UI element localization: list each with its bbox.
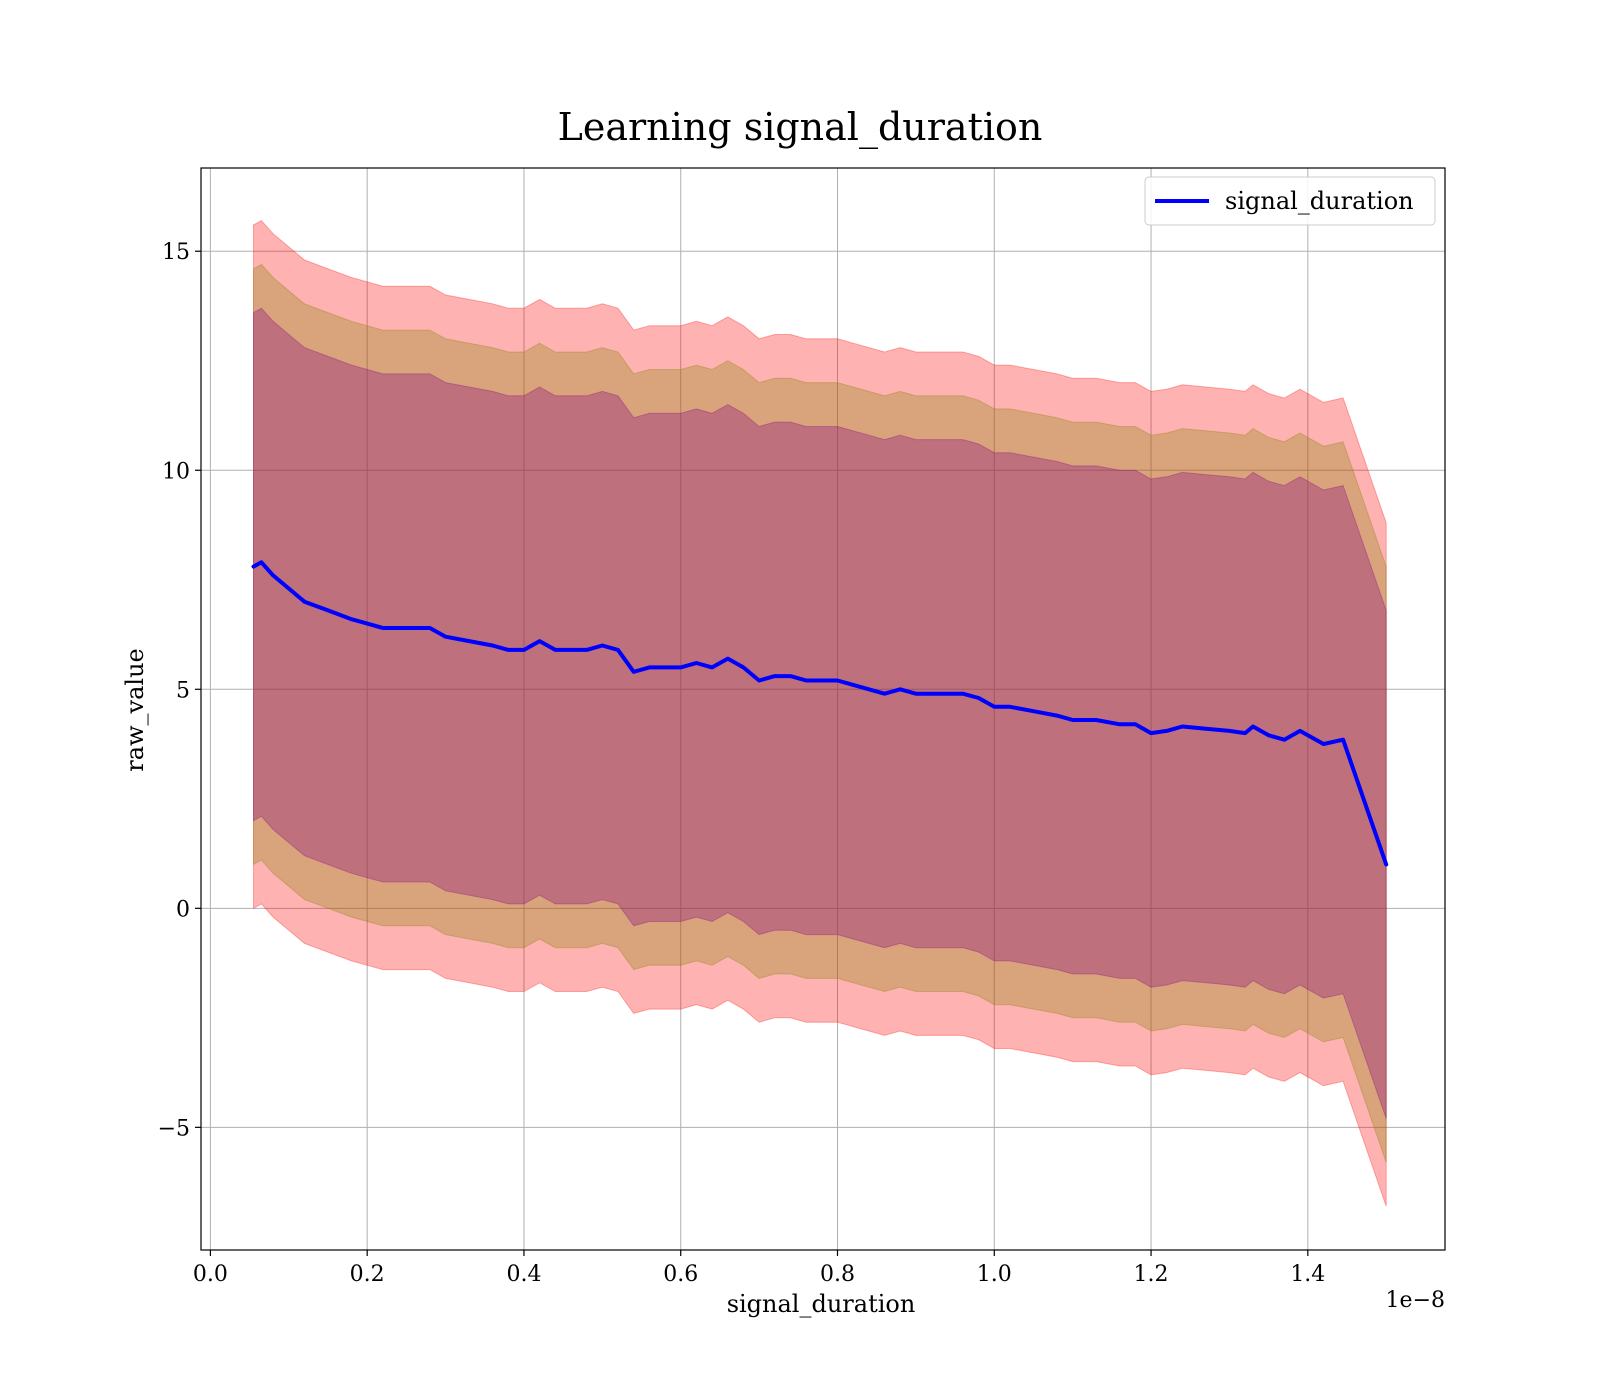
- confidence-band-inner: [253, 307, 1387, 1119]
- x-axis-offset-text: 1e−8: [1386, 1288, 1445, 1313]
- series-lines: [251, 560, 1389, 867]
- axis-ticks: 0.0 0.2 0.4 0.6 0.8 1.0 1.2 1.4 −5 0 5 10 15: [158, 240, 1326, 1287]
- confidence-band-middle: [253, 263, 1387, 1163]
- grid-lines: [201, 168, 1445, 1250]
- x-axis-label: signal_duration: [727, 1290, 916, 1318]
- confidence-bands: [253, 219, 1387, 1207]
- x-tick-label: 0.2: [350, 1262, 385, 1287]
- legend: signal_duration: [1144, 176, 1436, 226]
- series-line-signal-duration: [251, 560, 1389, 867]
- y-tick-label: 10: [162, 459, 190, 484]
- y-tick-label: 0: [176, 897, 190, 922]
- y-tick-label: 5: [176, 678, 190, 703]
- confidence-band-outer: [253, 219, 1387, 1207]
- legend-box: [1144, 176, 1436, 226]
- x-tick-label: 1.0: [977, 1262, 1012, 1287]
- plot-frame: [200, 167, 1446, 1251]
- x-tick-label: 0.0: [193, 1262, 228, 1287]
- x-tick-label: 1.2: [1134, 1262, 1169, 1287]
- x-tick-label: 0.8: [820, 1262, 855, 1287]
- legend-label-signal-duration: signal_duration: [1225, 187, 1414, 215]
- x-tick-label: 0.6: [663, 1262, 698, 1287]
- chart-title: Learning signal_duration: [558, 105, 1043, 150]
- y-tick-label: 15: [162, 240, 190, 265]
- x-tick-label: 1.4: [1290, 1262, 1325, 1287]
- y-tick-label: −5: [158, 1116, 190, 1141]
- x-tick-label: 0.4: [506, 1262, 541, 1287]
- y-axis-label: raw_value: [121, 648, 149, 772]
